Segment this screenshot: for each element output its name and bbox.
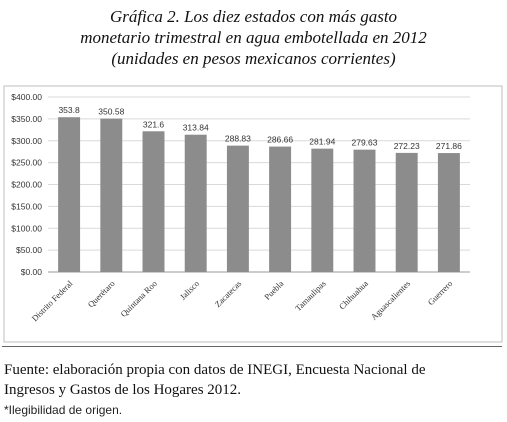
y-tick-label: $300.00 [11,136,42,146]
bar [395,152,418,272]
x-tick-label: Zacatecas [213,278,244,309]
bar [437,153,460,272]
title-line-1: Gráfica 2. Los diez estados con más gast… [109,7,398,26]
x-tick-label: Distrito Federal [30,278,75,323]
bar [184,134,207,272]
x-tick-label: Aguascalientes [369,278,412,321]
x-tick-label: Quintana Roo [118,278,159,319]
data-label: 350.58 [98,107,124,117]
bar [142,131,165,272]
source-line-2: Ingresos y Gastos de los Hogares 2012. [4,382,242,398]
data-label: 281.94 [309,137,335,147]
data-label: 286.66 [267,135,293,145]
chart-title: Gráfica 2. Los diez estados con más gast… [0,6,507,69]
y-tick-label: $100.00 [11,223,42,233]
footnote: *Ilegibilidad de origen. [4,403,123,417]
data-label: 279.63 [352,138,378,148]
data-label: 313.84 [183,123,209,133]
x-tick-label: Chihuahua [337,278,370,311]
x-tick-label: Puebla [262,278,286,302]
x-tick-label: Querétaro [86,278,117,309]
y-tick-label: $350.00 [11,114,42,124]
y-tick-label: $250.00 [11,158,42,168]
y-tick-label: $50.00 [16,245,42,255]
x-tick-label: Guerrero [426,278,455,307]
bar-chart: $0.00 $50.00 $100.00 $150.00 $200.00 $250.00 $… [3,85,503,343]
bar [226,145,249,272]
x-tick-label: Tamaulipas [293,278,328,313]
bar [269,146,292,272]
bar [311,148,334,272]
bar [100,118,123,272]
source-note: Fuente: elaboración propia con datos de … [4,360,504,418]
title-line-3: (unidades en pesos mexicanos corrientes) [111,49,396,68]
chart-frame [3,85,503,343]
title-line-2: monetario trimestral en agua embotellada… [80,28,427,47]
y-tick-label: $200.00 [11,180,42,190]
source-line-1: Fuente: elaboración propia con datos de … [4,362,426,378]
data-label: 353.8 [58,105,80,115]
top-divider [2,346,502,347]
data-label: 288.83 [225,134,251,144]
x-tick-label: Jalisco [178,278,201,301]
y-tick-label: $0.00 [21,267,43,277]
bar [58,117,81,273]
data-label: 321.6 [143,119,165,129]
data-label: 272.23 [394,141,420,151]
data-label: 271.86 [436,141,462,151]
y-tick-label: $400.00 [11,92,42,102]
y-tick-label: $150.00 [11,201,42,211]
bar [353,149,376,272]
